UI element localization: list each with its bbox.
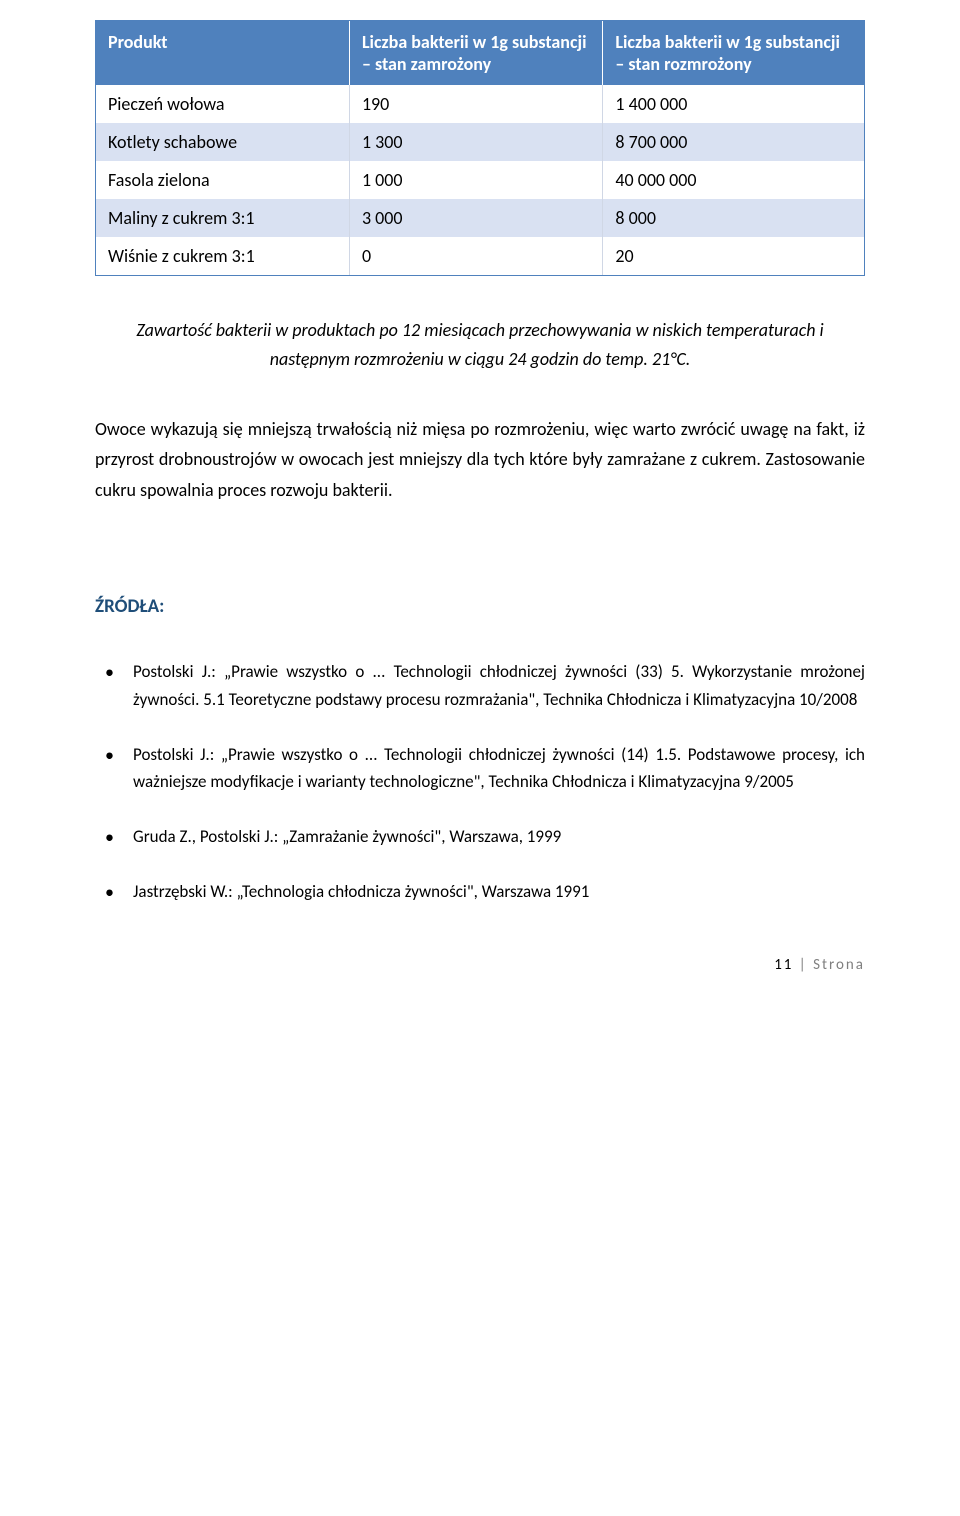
- col-header-product: Produkt: [96, 21, 349, 85]
- cell-thawed: 1 400 000: [603, 85, 864, 123]
- cell-thawed: 8 000: [603, 199, 864, 237]
- sources-heading: ŹRÓDŁA:: [95, 595, 865, 618]
- cell-product: Fasola zielona: [96, 161, 349, 199]
- source-item: Gruda Z., Postolski J.: „Zamrażanie żywn…: [123, 823, 865, 850]
- table-row: Fasola zielona 1 000 40 000 000: [96, 161, 864, 199]
- source-item: Jastrzębski W.: „Technologia chłodnicza …: [123, 878, 865, 905]
- cell-product: Maliny z cukrem 3:1: [96, 199, 349, 237]
- page-footer: 11 | Strona: [95, 956, 865, 974]
- cell-product: Pieczeń wołowa: [96, 85, 349, 123]
- body-paragraph: Owoce wykazują się mniejszą trwałością n…: [95, 414, 865, 506]
- table-row: Wiśnie z cukrem 3:1 0 20: [96, 237, 864, 275]
- cell-product: Kotlety schabowe: [96, 123, 349, 161]
- col-header-frozen: Liczba bakterii w 1g substancji – stan z…: [349, 21, 602, 85]
- cell-frozen: 0: [349, 237, 602, 275]
- cell-frozen: 1 300: [349, 123, 602, 161]
- footer-sep: |: [793, 956, 813, 974]
- sources-list: Postolski J.: „Prawie wszystko o ... Tec…: [95, 658, 865, 905]
- table-row: Maliny z cukrem 3:1 3 000 8 000: [96, 199, 864, 237]
- cell-thawed: 40 000 000: [603, 161, 864, 199]
- cell-frozen: 1 000: [349, 161, 602, 199]
- cell-thawed: 20: [603, 237, 864, 275]
- cell-frozen: 190: [349, 85, 602, 123]
- table-row: Pieczeń wołowa 190 1 400 000: [96, 85, 864, 123]
- source-item: Postolski J.: „Prawie wszystko o ... Tec…: [123, 658, 865, 712]
- bacteria-table: Produkt Liczba bakterii w 1g substancji …: [96, 21, 864, 275]
- table-row: Kotlety schabowe 1 300 8 700 000: [96, 123, 864, 161]
- data-table-wrapper: Produkt Liczba bakterii w 1g substancji …: [95, 20, 865, 276]
- cell-thawed: 8 700 000: [603, 123, 864, 161]
- page-number: 11: [774, 956, 793, 974]
- cell-frozen: 3 000: [349, 199, 602, 237]
- source-item: Postolski J.: „Prawie wszystko o ... Tec…: [123, 741, 865, 795]
- table-caption: Zawartość bakterii w produktach po 12 mi…: [115, 316, 845, 374]
- footer-word: Strona: [813, 956, 865, 974]
- cell-product: Wiśnie z cukrem 3:1: [96, 237, 349, 275]
- col-header-thawed: Liczba bakterii w 1g substancji – stan r…: [603, 21, 864, 85]
